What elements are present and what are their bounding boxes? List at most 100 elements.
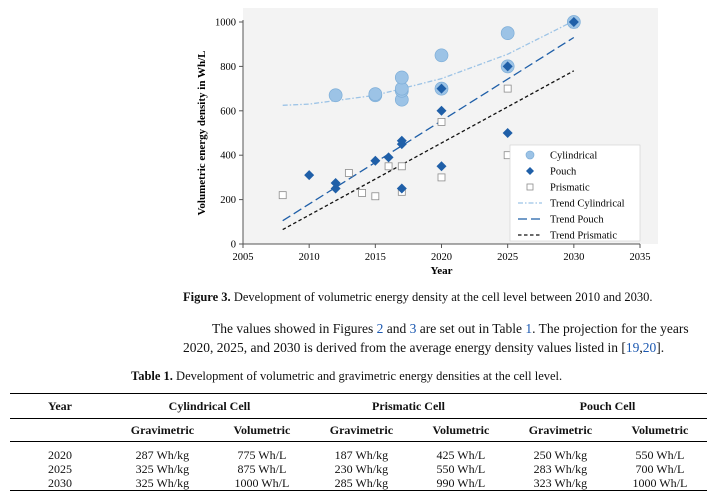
y-tick-label: 200: [220, 195, 236, 206]
table-cell: 990 Wh/L: [413, 476, 508, 491]
legend-label-trend-cylindrical: Trend Cylindrical: [550, 199, 625, 210]
data-point-cylindrical: [368, 87, 383, 102]
paragraph-text: ,: [639, 340, 643, 355]
y-tick-label: 1000: [215, 18, 236, 29]
data-point-prismatic: [344, 169, 353, 177]
data-point-pouch: [436, 83, 447, 94]
table-cell: 325 Wh/kg: [135, 462, 190, 476]
table-cell: 285 Wh/kg: [308, 476, 414, 491]
data-point-cylindrical: [500, 26, 515, 40]
legend-label-cylindrical: Cylindrical: [550, 151, 597, 162]
paragraph-text: ].: [656, 340, 665, 355]
subheader-volumetric: Volumetric: [612, 418, 707, 442]
x-tick-label: 2020: [431, 252, 452, 263]
table-cell: 287 Wh/kg: [135, 448, 190, 462]
table-cell: 550 Wh/L: [436, 462, 486, 476]
y-tick-label: 0: [231, 240, 236, 251]
data-point-pouch: [502, 128, 513, 138]
figure-caption-text: Development of volumetric energy density…: [233, 290, 653, 304]
table-caption-text: Development of volumetric and gravimetri…: [176, 369, 563, 383]
table-cell: 1000 Wh/L: [214, 476, 309, 491]
table-row: 2025 325 Wh/kg 875 Wh/L 230 Wh/kg 550 Wh…: [10, 462, 707, 476]
table-row: 2020 287 Wh/kg 775 Wh/L 187 Wh/kg 425 Wh…: [10, 448, 707, 462]
trend-line-trend-pouch: [282, 36, 575, 222]
data-point-pouch: [568, 17, 579, 27]
x-tick-label: 2005: [233, 252, 254, 263]
table-cell: 250 Wh/kg: [533, 448, 588, 462]
table-row: 2030 325 Wh/kg 1000 Wh/L 285 Wh/kg 990 W…: [10, 476, 707, 491]
paragraph-text: and: [383, 321, 410, 336]
table-1-link[interactable]: 1: [525, 321, 533, 336]
legend-label-prismatic: Prismatic: [550, 183, 590, 194]
paragraph-text: The values showed in Figures: [212, 321, 377, 336]
data-point-pouch: [436, 161, 447, 172]
data-point-prismatic: [397, 162, 406, 171]
data-point-prismatic: [371, 192, 380, 201]
figure-3-link[interactable]: 3: [409, 321, 417, 336]
data-point-pouch: [304, 170, 315, 181]
year-cell: 2020: [48, 448, 72, 462]
figure-3-chart: 2005 2010 2015 2020 2025 2030 2035 0 200 400 600 80…: [180, 0, 660, 285]
legend-label-pouch: Pouch: [550, 167, 577, 178]
paragraph-text: . The projection for the years 2020, 202…: [183, 321, 689, 355]
y-axis-title: Volumetric energy density in Wh/L: [196, 50, 208, 215]
x-axis-title: Year: [431, 265, 453, 277]
subheader-gravimetric: Gravimetric: [110, 418, 215, 442]
legend-marker-pouch: [526, 167, 534, 175]
legend-box: [509, 144, 641, 242]
x-tick-label: 2015: [365, 252, 386, 263]
table-cell: 325 Wh/kg: [110, 476, 215, 491]
subheader-gravimetric: Gravimetric: [507, 418, 613, 442]
table-subheader-row: Gravimetric Volumetric Gravimetric Volum…: [10, 418, 707, 442]
data-point-pouch: [330, 177, 341, 188]
data-point-pouch: [502, 61, 513, 72]
energy-density-table: Year Cylindrical Cell Prismatic Cell Pou…: [10, 393, 707, 491]
table-caption: Table 1. Development of volumetric and g…: [131, 369, 562, 384]
table-cell: 283 Wh/kg: [533, 462, 588, 476]
data-point-prismatic: [358, 189, 367, 197]
pouch-cell-header: Pouch Cell: [507, 393, 707, 419]
data-point-cylindrical: [328, 88, 343, 103]
figure-2-link[interactable]: 2: [376, 321, 384, 336]
table-cell: 700 Wh/L: [635, 462, 685, 476]
data-point-prismatic: [437, 173, 446, 182]
table-group-header-row: Year Cylindrical Cell Prismatic Cell Pou…: [10, 393, 707, 419]
subheader-volumetric: Volumetric: [413, 418, 508, 442]
table-cell: 323 Wh/kg: [507, 476, 613, 491]
data-point-pouch: [396, 135, 407, 146]
subheader-gravimetric: Gravimetric: [308, 418, 414, 442]
citation-20-link[interactable]: 20: [642, 340, 657, 355]
x-tick-label: 2025: [497, 252, 518, 263]
data-point-prismatic: [503, 84, 512, 93]
x-tick-label: 2035: [630, 252, 651, 263]
data-point-pouch: [396, 183, 407, 194]
empty-subheader: [10, 418, 110, 442]
x-tick-label: 2030: [563, 252, 584, 263]
table-cell: 230 Wh/kg: [334, 462, 389, 476]
trend-line-trend-prismatic: [282, 70, 575, 231]
data-point-prismatic: [384, 162, 393, 171]
y-tick-label: 400: [220, 151, 236, 162]
figure-caption-label: Figure 3.: [183, 290, 231, 304]
cylindrical-cell-header: Cylindrical Cell: [110, 393, 309, 419]
y-tick-label: 600: [220, 106, 236, 117]
table-cell: 775 Wh/L: [237, 448, 287, 462]
year-cell: 2025: [48, 462, 72, 476]
table-cell: 550 Wh/L: [635, 448, 685, 462]
table-caption-label: Table 1.: [131, 369, 173, 383]
legend-marker-prismatic: [526, 183, 534, 191]
subheader-volumetric: Volumetric: [214, 418, 309, 442]
table-cell: 1000 Wh/L: [612, 476, 707, 491]
scatter-chart: 2005 2010 2015 2020 2025 2030 2035 0 200 400 600 80…: [196, 8, 658, 277]
legend-label-trend-prismatic: Trend Prismatic: [550, 231, 617, 242]
y-tick-label: 800: [220, 62, 236, 73]
prismatic-cell-header: Prismatic Cell: [308, 393, 508, 419]
body-paragraph: The values showed in Figures 2 and 3 are…: [183, 319, 707, 357]
citation-19-link[interactable]: 19: [625, 340, 640, 355]
year-header: Year: [10, 393, 110, 419]
paragraph-text: are set out in Table: [416, 321, 526, 336]
figure-caption: Figure 3. Development of volumetric ener…: [183, 290, 653, 305]
data-point-prismatic: [278, 191, 287, 200]
table-cell: 187 Wh/kg: [334, 448, 389, 462]
year-cell: 2030: [10, 476, 110, 491]
